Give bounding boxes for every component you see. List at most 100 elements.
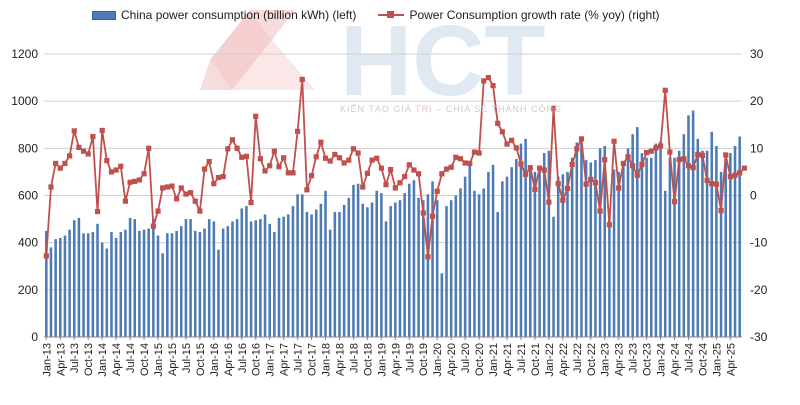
growth-marker [201,166,208,172]
growth-marker [187,190,194,196]
growth-marker [104,157,110,164]
consumption-bar [668,157,672,337]
growth-marker [606,222,612,228]
growth-marker [569,161,575,167]
growth-marker [518,161,524,167]
consumption-bar [380,193,383,337]
left-axis-tick-label: 400 [18,236,38,250]
growth-marker [457,156,464,162]
x-axis-tick-label: Jan-21 [488,343,500,377]
x-axis-tick-label: Jul-21 [516,343,528,373]
consumption-bar [412,180,416,337]
consumption-bar [77,217,81,337]
growth-marker [420,210,426,216]
growth-marker [90,133,96,140]
consumption-bar [296,194,299,337]
growth-marker [253,113,259,119]
growth-marker [495,120,501,126]
growth-marker [564,185,571,192]
consumption-bar [394,202,397,337]
growth-marker [360,184,366,190]
growth-marker [346,157,352,163]
consumption-bar [538,167,541,337]
growth-marker [592,180,599,186]
consumption-bar [268,223,271,337]
x-axis-tick-label: Jul-15 [181,343,193,373]
growth-marker [220,174,226,180]
consumption-bar [617,171,620,337]
growth-marker [620,160,626,167]
consumption-bar [566,171,569,337]
growth-marker [327,158,333,164]
consumption-bar [314,209,318,337]
growth-marker [485,74,491,81]
consumption-bar [487,171,490,337]
x-axis-tick-label: Jan-13 [41,343,53,377]
growth-marker [183,191,189,197]
growth-marker [336,155,343,161]
growth-marker [713,181,720,187]
growth-marker [546,199,552,205]
consumption-bar [305,212,309,337]
consumption-bar [86,233,90,337]
consumption-bar [533,171,537,337]
growth-marker [476,150,482,156]
consumption-bar [398,200,402,337]
consumption-bar [217,249,220,337]
consumption-bar [431,181,434,337]
consumption-bar [328,229,332,337]
consumption-bar [468,164,472,337]
growth-marker [685,163,692,169]
growth-marker [681,156,687,162]
consumption-bar [519,143,523,337]
consumption-bar [426,194,430,337]
consumption-bar [552,216,555,337]
growth-marker [527,165,533,171]
consumption-bar [156,235,160,337]
consumption-bar [342,204,346,337]
growth-marker [402,174,408,180]
consumption-bar [207,219,211,337]
consumption-bar [570,157,574,337]
consumption-bar [203,228,206,337]
left-axis-tick-label: 800 [18,141,38,155]
consumption-bar [626,148,630,337]
growth-marker [160,185,166,191]
consumption-bar [319,203,323,337]
x-axis-tick-label: Jan-15 [153,343,165,377]
consumption-bar [68,229,71,337]
consumption-bar [100,242,104,337]
x-axis-tick-label: Apr-24 [670,343,682,376]
growth-marker [425,254,431,260]
x-axis-tick-label: Oct-14 [139,343,151,376]
growth-marker [299,76,305,83]
growth-marker [644,149,650,156]
x-axis-tick-label: Jul-18 [348,343,360,373]
growth-marker [341,160,347,166]
growth-marker [206,158,212,165]
growth-marker [634,172,640,178]
growth-marker [415,171,422,177]
x-axis-tick-label: Apr-21 [502,343,514,376]
growth-marker [504,141,510,147]
x-axis-tick-label: Jan-18 [321,343,333,377]
growth-marker [709,181,715,187]
growth-marker [239,154,245,160]
growth-marker [332,151,338,158]
growth-marker [211,181,217,187]
consumption-bar [473,190,476,337]
growth-marker [234,145,240,151]
x-axis-tick-label: Oct-16 [251,343,263,376]
growth-marker [397,180,403,186]
growth-marker [322,155,329,161]
consumption-bar [300,194,304,337]
consumption-bar [636,127,639,337]
consumption-bar [170,233,174,337]
growth-marker [448,164,454,170]
growth-marker [378,165,384,171]
x-axis-tick-label: Oct-18 [362,343,374,376]
consumption-bar [105,248,109,337]
growth-marker [94,208,101,215]
growth-marker [304,187,310,193]
x-axis-tick-label: Jan-25 [711,343,723,377]
